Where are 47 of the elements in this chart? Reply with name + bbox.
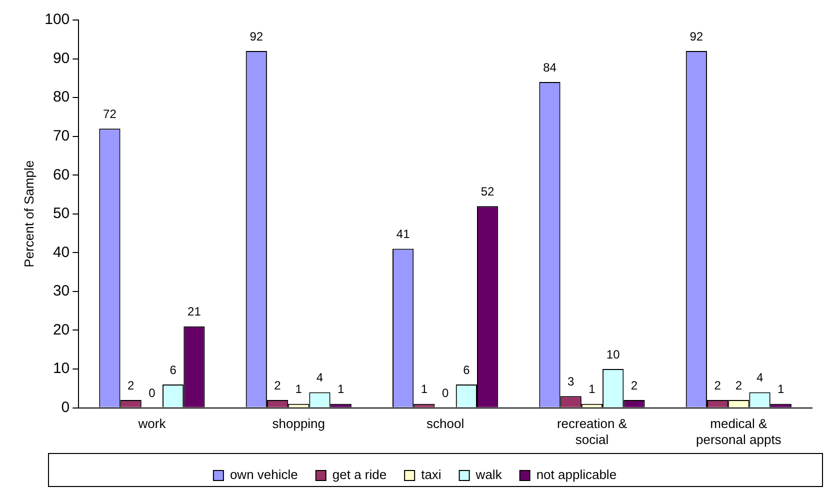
legend-label: get a ride xyxy=(332,467,387,482)
data-label: 52 xyxy=(480,184,495,198)
y-tick-label: 60 xyxy=(52,166,70,184)
data-label: 1 xyxy=(420,382,428,396)
legend-label: walk xyxy=(474,467,502,482)
data-label: 1 xyxy=(778,382,785,396)
y-tick-label: 50 xyxy=(52,205,70,222)
y-tick-label: 20 xyxy=(52,321,70,338)
data-label: 1 xyxy=(295,382,302,396)
data-label: 3 xyxy=(568,374,575,388)
y-tick-label: 90 xyxy=(52,50,70,67)
data-label: 92 xyxy=(690,29,704,44)
y-axis-title: Percent of Sample xyxy=(21,160,36,268)
y-tick-label: 0 xyxy=(61,398,70,416)
x-tick-label: medical & personal appts xyxy=(696,416,782,447)
data-label: 0 xyxy=(442,386,449,400)
y-tick-label: 70 xyxy=(52,127,70,144)
y-tick-label: 30 xyxy=(52,282,70,300)
x-tick-label: work xyxy=(137,416,166,432)
legend-label: not applicable xyxy=(536,467,617,482)
data-label: 10 xyxy=(606,347,620,362)
data-label: 84 xyxy=(543,60,557,74)
y-tick-label: 10 xyxy=(52,360,70,378)
data-label: 2 xyxy=(128,378,134,392)
data-label: 92 xyxy=(250,29,264,44)
data-label: 2 xyxy=(630,378,638,392)
data-label: 4 xyxy=(756,370,764,385)
data-label: 2 xyxy=(735,378,742,392)
y-tick-label: 80 xyxy=(52,88,70,106)
data-label: 2 xyxy=(714,378,722,392)
data-label: 4 xyxy=(316,370,324,385)
y-tick-label: 40 xyxy=(52,244,70,261)
legend-label: taxi xyxy=(421,467,442,482)
data-label: 1 xyxy=(588,382,596,396)
data-label: 41 xyxy=(396,227,410,242)
x-tick-label: shopping xyxy=(272,416,326,432)
data-label: 0 xyxy=(148,386,156,400)
x-tick-label: school xyxy=(426,416,464,432)
x-tick-label: recreation & social xyxy=(556,416,628,447)
data-label: 72 xyxy=(103,106,117,121)
data-label: 1 xyxy=(338,382,345,396)
data-label: 2 xyxy=(274,378,282,392)
data-label: 6 xyxy=(463,362,470,377)
y-tick-label: 100 xyxy=(44,11,70,28)
data-label: 21 xyxy=(188,304,202,319)
data-label: 6 xyxy=(170,362,177,377)
legend-label: own vehicle xyxy=(230,467,298,482)
